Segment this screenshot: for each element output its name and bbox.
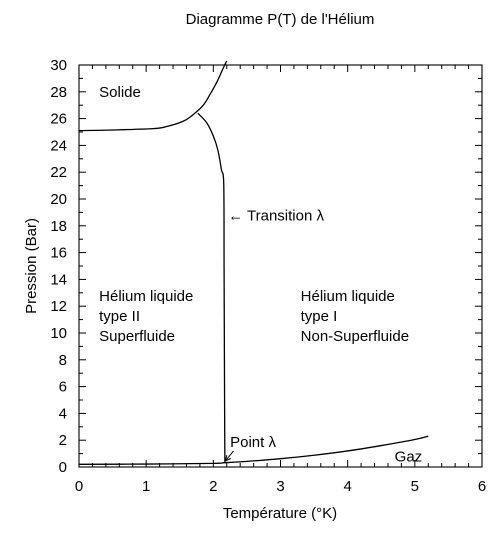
y-tick-label: 28 xyxy=(50,84,67,101)
x-tick-label: 5 xyxy=(411,478,419,495)
x-tick-label: 3 xyxy=(276,478,284,495)
x-tick-label: 1 xyxy=(142,478,150,495)
y-axis-label: Pression (Bar) xyxy=(23,218,40,314)
annotation-helium-II-3: Superfluide xyxy=(99,328,175,345)
annotation-transition: ← Transition λ xyxy=(228,207,324,224)
y-tick-label: 26 xyxy=(50,111,67,128)
annotation-helium-II-2: type II xyxy=(99,308,140,325)
x-axis-label: Température (°K) xyxy=(223,505,337,522)
annotation-helium-I-3: Non-Superfluide xyxy=(301,328,409,345)
plot-frame-rect xyxy=(78,64,483,468)
annotation-point-lambda: Point λ xyxy=(230,434,276,451)
annotation-solide: Solide xyxy=(99,84,141,101)
x-tick-label: 2 xyxy=(209,478,217,495)
y-tick-label: 16 xyxy=(50,245,67,262)
y-tick-label: 22 xyxy=(50,164,67,181)
plot-frame xyxy=(78,64,483,468)
arrow-point-lambda-arrow xyxy=(225,450,234,462)
series-solid-boundary xyxy=(78,60,228,132)
y-tick-label: 0 xyxy=(59,459,67,476)
annotation-helium-I-1: Hélium liquide xyxy=(301,288,395,305)
y-tick-label: 2 xyxy=(59,432,67,449)
y-tick-label: 24 xyxy=(50,137,67,154)
annotation-helium-II-1: Hélium liquide xyxy=(99,288,193,305)
y-tick-label: 8 xyxy=(59,352,67,369)
x-tick-label: 6 xyxy=(478,478,486,495)
y-tick-label: 20 xyxy=(50,191,67,208)
annotations-group: Solide ← Transition λ Hélium liquide type I… xyxy=(99,84,422,465)
annotation-gaz: Gaz xyxy=(395,449,423,466)
y-tick-label: 14 xyxy=(50,271,67,288)
x-axis: 0 1 2 3 4 5 6 xyxy=(75,65,486,495)
y-tick-label: 4 xyxy=(59,405,67,422)
arrow-head-point-lambda-arrow xyxy=(224,455,232,462)
y-tick-label: 6 xyxy=(59,379,67,396)
series-lambda-line xyxy=(197,112,226,463)
series-vapor-curve xyxy=(78,435,429,465)
x-tick-label: 0 xyxy=(75,478,83,495)
annotation-helium-I-2: type I xyxy=(301,308,338,325)
chart-title: Diagramme P(T) de l'Hélium xyxy=(186,11,375,28)
x-tick-label: 4 xyxy=(343,478,351,495)
y-tick-label: 10 xyxy=(50,325,67,342)
series-group xyxy=(78,60,429,465)
y-tick-label: 30 xyxy=(50,57,67,74)
y-tick-label: 18 xyxy=(50,218,67,235)
y-tick-label: 12 xyxy=(50,298,67,315)
